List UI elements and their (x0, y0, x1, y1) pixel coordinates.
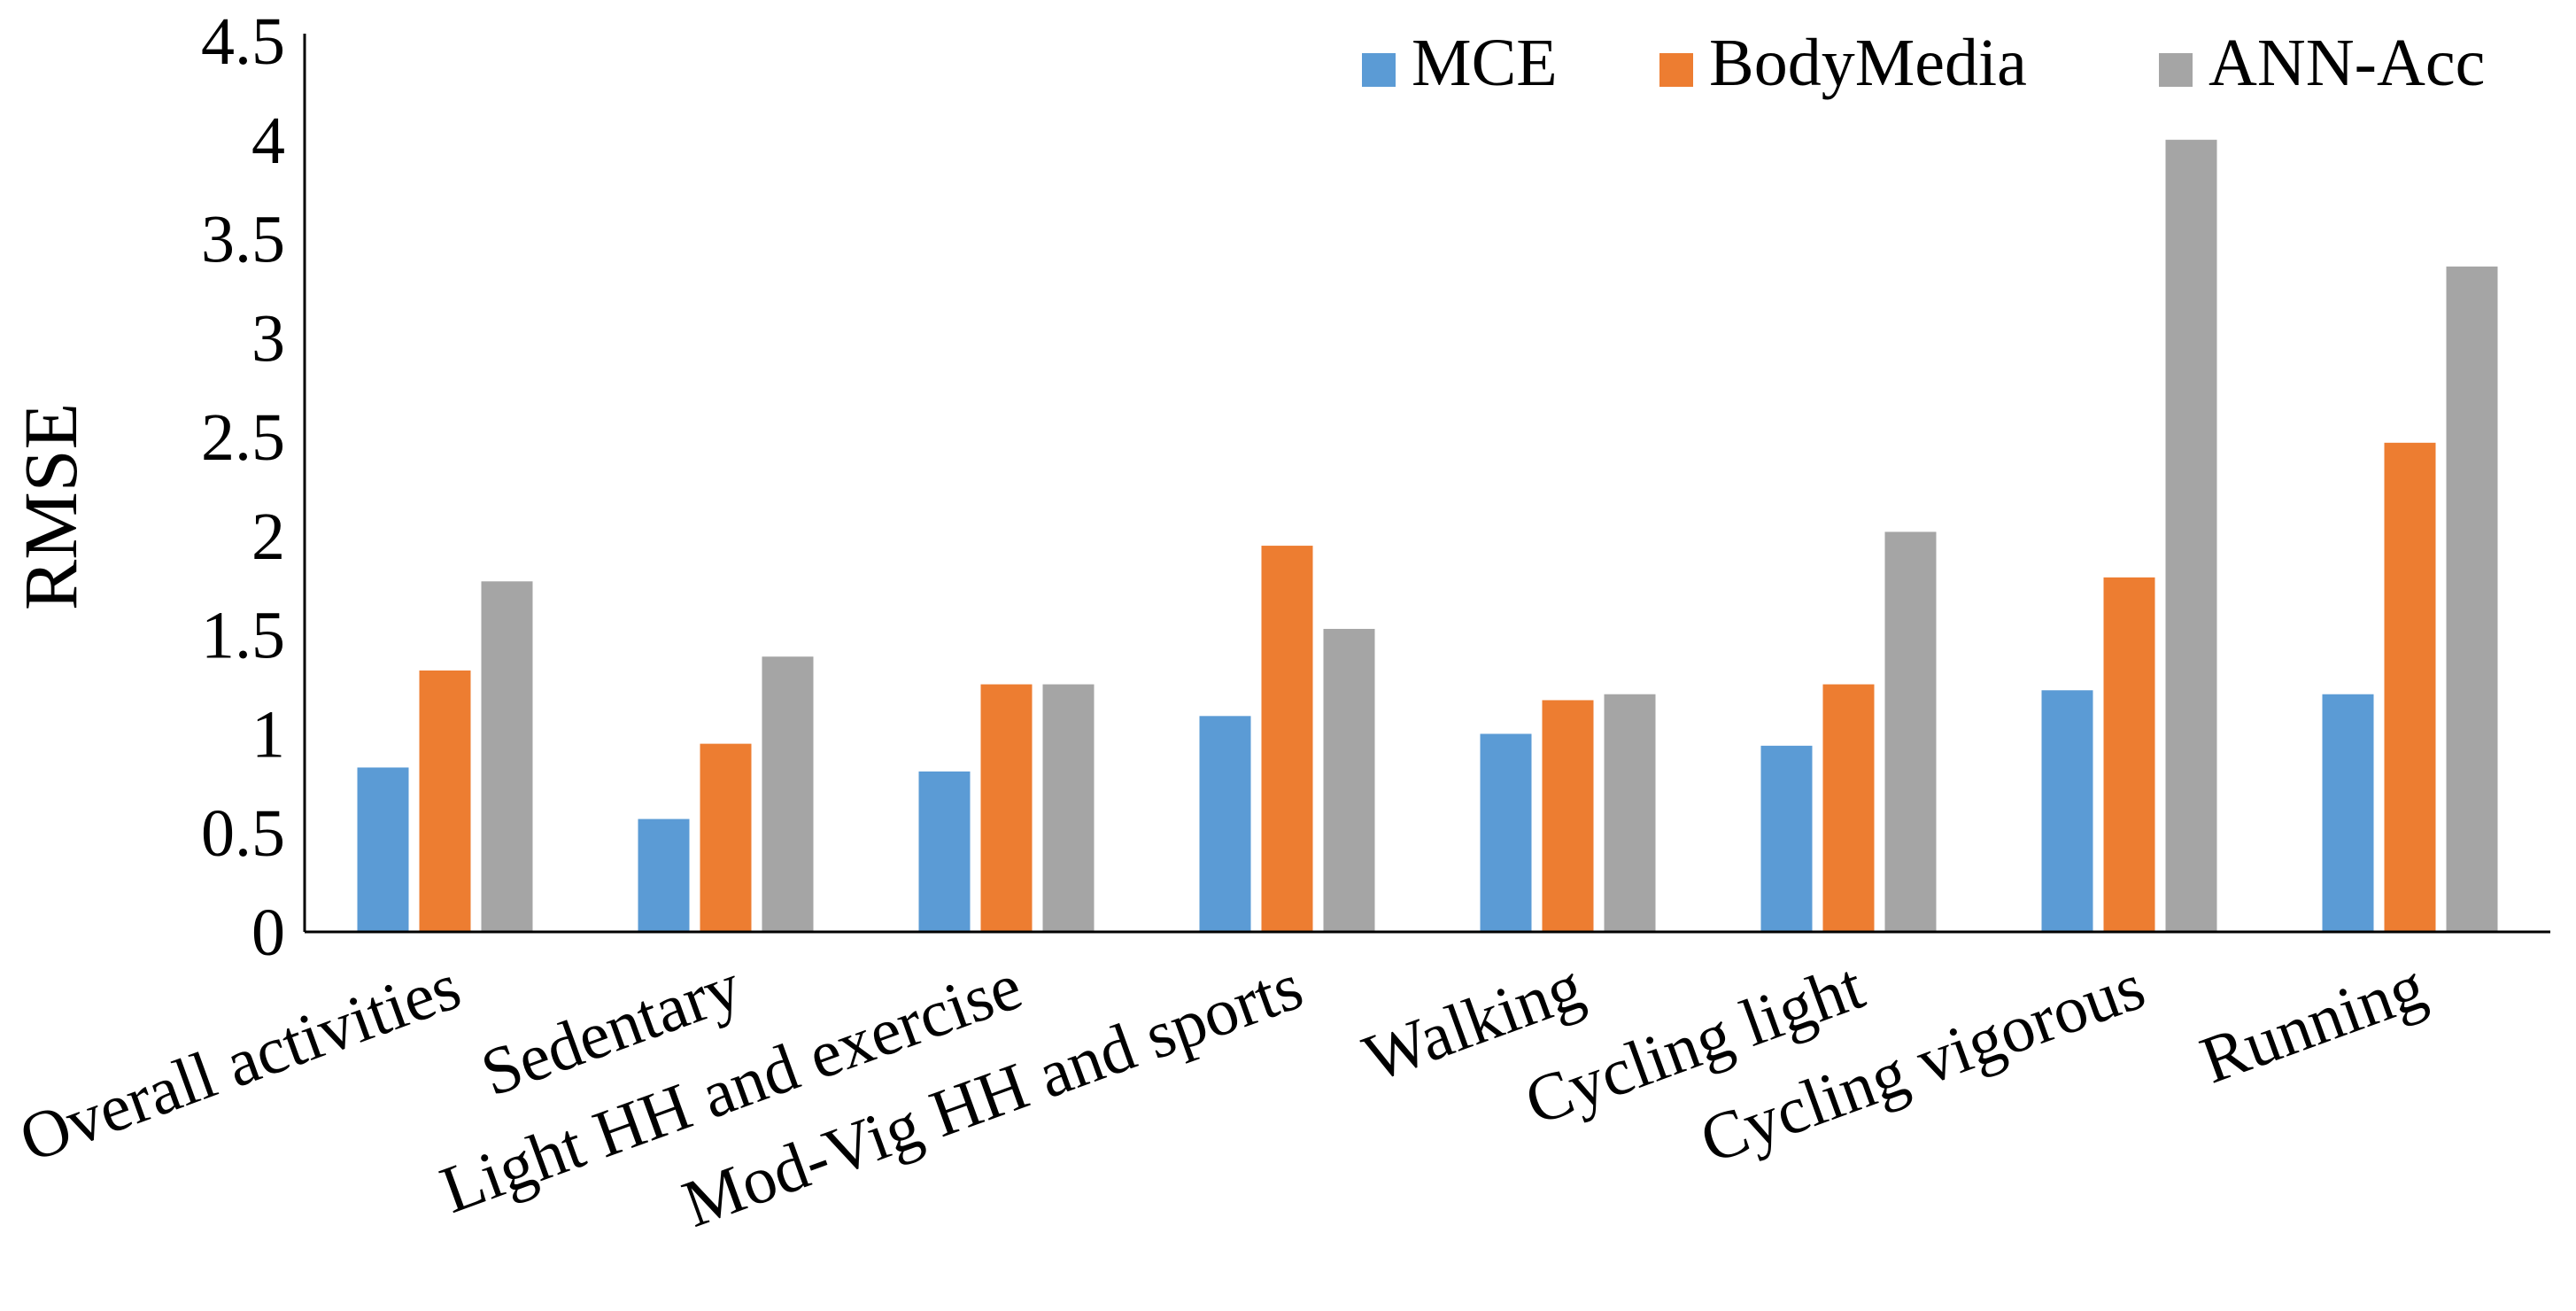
y-axis-title: RMSE (8, 403, 93, 610)
y-axis: 0 0.5 1 1.5 2 2.5 3 3.5 4 4.5 (201, 4, 306, 970)
legend-label-bodymedia: BodyMedia (1709, 26, 2027, 100)
bar-bodymedia-walking (1542, 700, 1594, 932)
bar-ann-acc-cycling-light (1884, 531, 1937, 932)
y-tick-label: 4.5 (201, 4, 285, 79)
bar-mce-light-hh-and-exercise (918, 771, 971, 932)
y-tick-label: 1 (251, 697, 285, 772)
y-tick-label: 0.5 (201, 796, 285, 871)
bar-mce-cycling-vigorous (2041, 690, 2093, 932)
bar-series-group (357, 139, 2498, 933)
bar-ann-acc-cycling-vigorous (2165, 139, 2217, 932)
bar-mce-overall-activities (357, 767, 409, 932)
y-tick-label: 3.5 (201, 203, 285, 277)
bar-bodymedia-light-hh-and-exercise (980, 684, 1033, 932)
y-tick-label: 1.5 (201, 599, 285, 673)
bar-mce-running (2322, 694, 2374, 932)
bar-bodymedia-mod-vig-hh-and-sports (1261, 546, 1313, 932)
bar-mce-sedentary (638, 818, 690, 932)
legend: MCE BodyMedia ANN-Acc (1362, 26, 2485, 100)
y-tick-label: 2.5 (201, 400, 285, 475)
bar-bodymedia-running (2384, 442, 2436, 933)
bar-ann-acc-running (2446, 266, 2498, 932)
bar-mce-walking (1480, 733, 1532, 932)
legend-label-mce: MCE (1412, 26, 1558, 100)
y-tick-label: 0 (251, 896, 285, 970)
bar-bodymedia-cycling-vigorous (2103, 577, 2155, 932)
y-tick-label: 4 (251, 104, 285, 178)
bar-ann-acc-mod-vig-hh-and-sports (1323, 628, 1375, 932)
y-tick-label: 3 (251, 301, 285, 376)
bar-ann-acc-overall-activities (481, 581, 533, 932)
bar-bodymedia-overall-activities (419, 670, 471, 932)
legend-label-ann-acc: ANN-Acc (2209, 26, 2485, 100)
bar-mce-cycling-light (1760, 745, 1813, 932)
bar-bodymedia-cycling-light (1822, 684, 1875, 932)
bar-ann-acc-walking (1604, 694, 1656, 932)
bar-ann-acc-sedentary (762, 656, 814, 932)
bar-mce-mod-vig-hh-and-sports (1199, 716, 1251, 932)
bar-bodymedia-sedentary (700, 743, 752, 932)
legend-swatch-bodymedia (1659, 53, 1693, 87)
legend-swatch-ann-acc (2159, 53, 2193, 87)
y-tick-label: 2 (251, 500, 285, 574)
bar-ann-acc-light-hh-and-exercise (1042, 684, 1095, 932)
legend-swatch-mce (1362, 53, 1396, 87)
